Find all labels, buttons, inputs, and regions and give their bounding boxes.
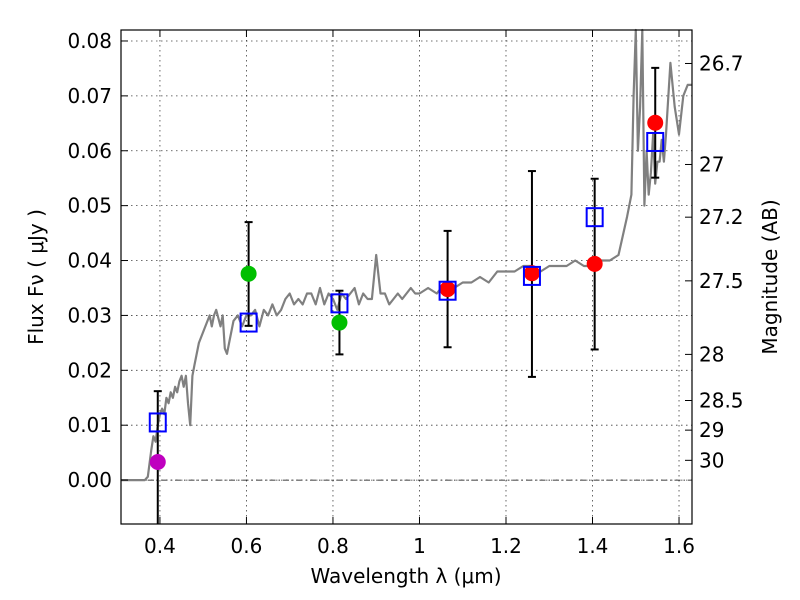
y-tick-label: 0.02 (67, 358, 112, 382)
data-point-circle (439, 281, 456, 298)
y-tick-label: 0.06 (67, 139, 112, 163)
data-point-circle (240, 265, 257, 282)
magnitude-tick-label: 27 (699, 152, 724, 176)
y-tick-label: 0.08 (67, 29, 112, 53)
magnitude-tick-label: 28 (699, 342, 724, 366)
y-axis-right-label: Magnitude (AB) (758, 199, 782, 354)
x-tick-label: 0.6 (231, 534, 263, 558)
y-tick-label: 0.00 (67, 468, 112, 492)
error-bars (153, 66, 660, 524)
plot-frame (120, 29, 693, 525)
model-spectrum-line (121, 28, 692, 482)
magnitude-tick-label: 28.5 (699, 389, 744, 413)
y-tick-label: 0.03 (67, 303, 112, 327)
y-axis-label: Flux Fν ( μJy ) (24, 209, 48, 345)
y-tick-label: 0.01 (67, 413, 112, 437)
x-tick-label: 0.4 (144, 534, 176, 558)
x-tick-label: 0.8 (317, 534, 349, 558)
model-photometry-square (330, 293, 349, 314)
y-tick-label: 0.05 (67, 194, 112, 218)
model-photometry-square (438, 280, 457, 301)
x-tick-label: 1 (413, 534, 426, 558)
y-tick-label: 0.04 (67, 249, 112, 273)
data-point-circle (586, 255, 603, 272)
data-point-circle (331, 314, 348, 331)
data-point-circle (149, 453, 166, 470)
model-photometry-square (239, 312, 258, 333)
y-tick-label: 0.07 (67, 84, 112, 108)
magnitude-tick-label: 30 (699, 448, 724, 472)
model-photometry-square (646, 131, 665, 152)
data-markers (148, 114, 665, 470)
magnitude-tick-label: 26.7 (699, 51, 744, 75)
tick-labels: 0.4 0.6 0.8 1 1.2 1.4 1.6 0.00 0.01 0.02 0.03 0.04 0… (67, 29, 743, 558)
axis-ticks (121, 30, 692, 524)
magnitude-tick-label: 27.2 (699, 205, 744, 229)
x-tick-label: 1.6 (663, 534, 695, 558)
data-point-circle (647, 114, 664, 131)
model-photometry-square (585, 207, 604, 228)
magnitude-tick-label: 29 (699, 418, 724, 442)
grid-layer (121, 30, 692, 524)
magnitude-tick-label: 27.5 (699, 269, 744, 293)
model-photometry-square (522, 265, 541, 286)
model-photometry-square (148, 412, 167, 433)
data-point-circle (523, 265, 540, 282)
x-tick-label: 1.2 (490, 534, 522, 558)
x-tick-label: 1.4 (577, 534, 609, 558)
x-axis-label: Wavelength λ (μm) (310, 564, 501, 588)
